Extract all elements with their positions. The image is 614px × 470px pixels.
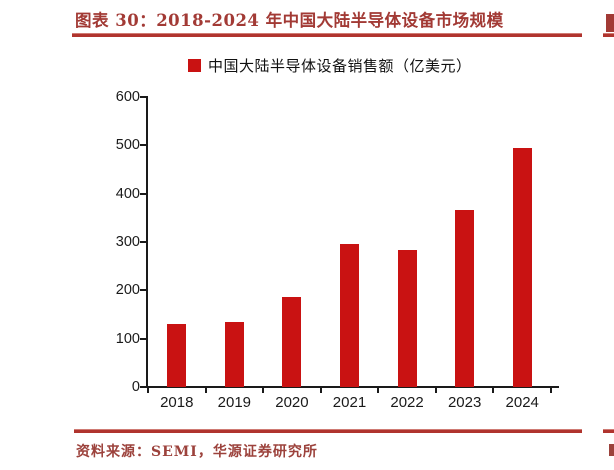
x-axis-label-2023: 2023 [447,394,482,411]
bar-2023 [455,210,475,387]
x-axis-tick [377,387,380,393]
y-axis-tick [140,337,147,340]
x-axis-line [146,386,559,388]
y-axis-tick-label: 500 [115,137,140,154]
bar-2024 [512,148,532,387]
y-axis-tick-label: 300 [115,234,140,250]
x-axis-tick [319,387,322,393]
y-axis-tick-label: 400 [115,185,140,202]
legend-label: 中国大陆半导体设备销售额（亿美元） [208,58,472,75]
figure-title: 图表 30：2018-2024 年中国大陆半导体设备市场规模 [75,11,504,30]
x-axis-label-2022: 2022 [390,394,424,411]
x-axis-tick [262,387,265,393]
x-axis-tick [147,387,149,393]
y-axis-tick-label: 0 [131,379,140,395]
y-axis-tick [140,386,147,388]
x-axis-tick [549,387,552,393]
legend-swatch-icon [188,59,201,72]
y-axis-tick [140,96,147,98]
bar-2019 [224,322,244,387]
adjacent-column-source-fragment [609,444,614,456]
y-axis-tick-label: 100 [115,330,140,347]
adjacent-column-bottom-rule-fragment [603,429,614,433]
x-axis-label-2020: 2020 [275,394,309,411]
bar-2022 [397,250,417,387]
bar-2018 [167,324,187,387]
bottom-divider-rule [74,429,582,433]
y-axis-line [146,96,148,388]
y-axis-tick-label: 200 [115,282,140,299]
x-axis-label-2019: 2019 [217,394,252,411]
y-axis-tick [140,241,147,243]
y-axis-tick [140,192,147,195]
x-axis-label-2018: 2018 [160,394,194,411]
x-axis-tick [492,387,495,393]
source-note: 资料来源：SEMI，华源证券研究所 [76,444,318,460]
y-axis-tick [140,144,147,147]
x-axis-label-2024: 2024 [505,394,539,411]
title-divider-rule [72,33,582,37]
y-axis-tick-label: 600 [115,89,140,105]
chart-background [88,38,573,430]
bar-2021 [339,244,359,387]
bar-2020 [282,297,302,387]
adjacent-column-title-fragment [606,14,614,32]
x-axis-tick [204,387,207,393]
y-axis-tick [140,289,147,292]
x-axis-tick [434,387,437,393]
x-axis-label-2021: 2021 [332,394,367,411]
adjacent-column-top-rule-fragment [603,33,614,37]
chart-legend: 中国大陆半导体设备销售额（亿美元） [188,55,472,76]
